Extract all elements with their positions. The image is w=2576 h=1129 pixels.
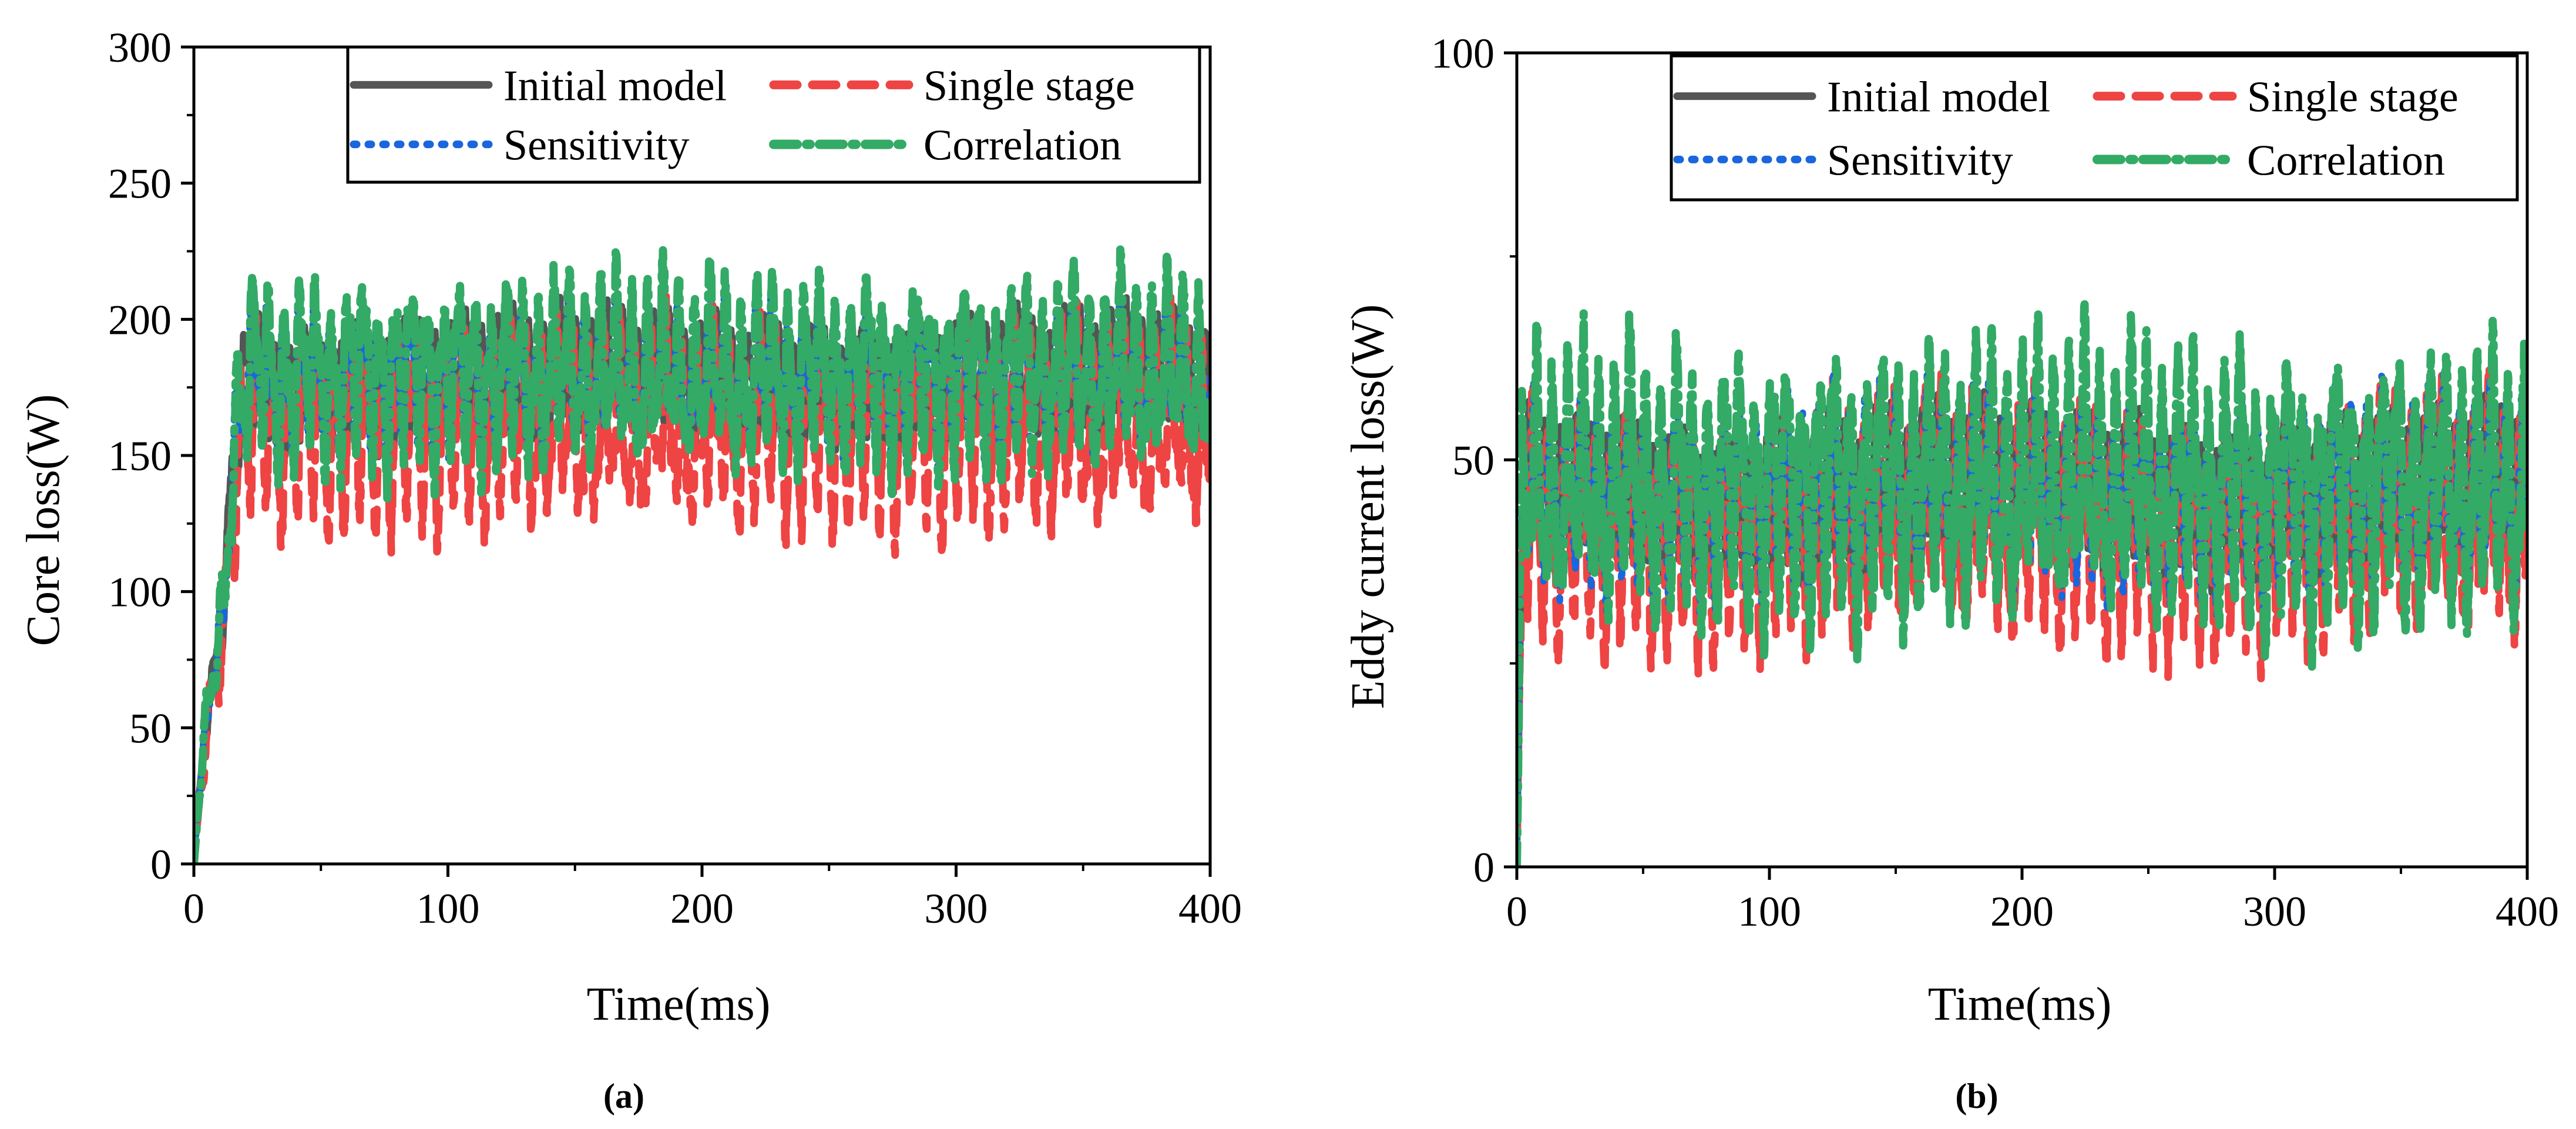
- panel-b-legend-entries: Initial model Single stage Sensitivity Corr…: [1673, 73, 2459, 185]
- legend-label-initial: Initial model: [503, 62, 727, 110]
- x-tick-label: 0: [1506, 888, 1527, 935]
- y-tick-label: 0: [1473, 844, 1494, 891]
- panel-b: 0 100 200 300 400 0 50 100 Initial model Single …: [1342, 30, 2559, 1115]
- x-tick-label: 300: [925, 885, 988, 932]
- panel-b-xlabel: Time(ms): [1928, 979, 2112, 1030]
- x-tick-label: 0: [183, 885, 204, 932]
- panel-a-label: (a): [603, 1077, 644, 1115]
- x-tick-label: 200: [670, 885, 734, 932]
- legend-label-correlation: Correlation: [2247, 136, 2445, 185]
- legend-label-sensitivity: Sensitivity: [1827, 136, 2013, 185]
- legend-label-correlation: Correlation: [923, 122, 1121, 170]
- x-tick-label: 400: [2496, 888, 2559, 935]
- panel-a: 0 100 200 300 400 0 50 100 150 200 250 300 Initial …: [18, 24, 1242, 1115]
- panel-a-data: [194, 245, 1210, 864]
- y-tick-label: 250: [108, 160, 172, 207]
- panel-b-ylabel: Eddy current loss(W): [1342, 304, 1394, 709]
- panel-a-xlabel: Time(ms): [587, 979, 771, 1030]
- panel-b-legend: [1670, 54, 2519, 202]
- x-tick-label: 100: [417, 885, 480, 932]
- series-line-correlation: [194, 245, 1210, 864]
- panel-b-label: (b): [1955, 1077, 1998, 1115]
- y-tick-label: 100: [108, 569, 172, 616]
- y-tick-label: 50: [1452, 437, 1494, 484]
- panel-b-data: [1517, 300, 2527, 867]
- x-tick-label: 300: [2243, 888, 2306, 935]
- x-tick-label: 100: [1738, 888, 1801, 935]
- panel-a-legend: [346, 45, 1201, 184]
- panel-a-ylabel: Core loss(W): [18, 394, 69, 646]
- panel-a-axes: 0 100 200 300 400 0 50 100 150 200 250 300: [108, 24, 1242, 932]
- panel-b-axes: 0 100 200 300 400 0 50 100: [1431, 30, 2559, 935]
- x-tick-label: 400: [1178, 885, 1242, 932]
- y-tick-label: 0: [150, 841, 172, 888]
- y-tick-label: 100: [1431, 30, 1494, 77]
- legend-label-initial: Initial model: [1827, 73, 2050, 122]
- legend-label-single: Single stage: [2247, 73, 2459, 122]
- series-line-single: [194, 291, 1210, 864]
- panel-a-legend-entries: Initial model Single stage Sensitivity Corr…: [350, 62, 1135, 170]
- series-line-correlation: [1517, 300, 2527, 867]
- legend-label-sensitivity: Sensitivity: [503, 122, 690, 170]
- y-tick-label: 200: [108, 296, 172, 343]
- y-tick-label: 50: [129, 705, 172, 752]
- legend-label-single: Single stage: [923, 62, 1135, 110]
- y-tick-label: 150: [108, 433, 172, 480]
- x-tick-label: 200: [1990, 888, 2054, 935]
- y-tick-label: 300: [108, 24, 172, 71]
